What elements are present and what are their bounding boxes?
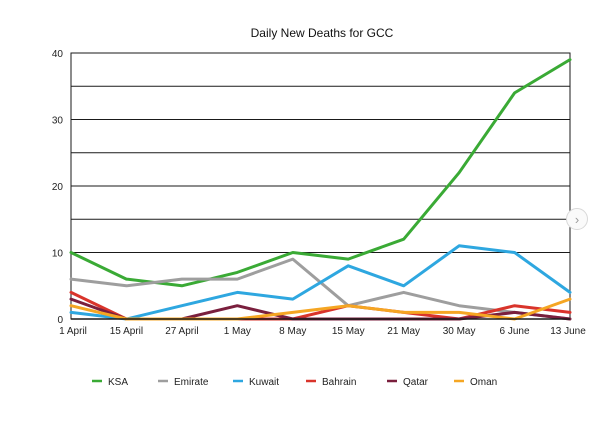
x-tick-label: 1 May xyxy=(224,326,251,337)
y-tick-label: 30 xyxy=(52,116,64,127)
series-layer xyxy=(69,58,572,321)
legend: KSA Emirate Kuwait Bahrain Qatar Oman xyxy=(92,377,497,388)
chevron-right-icon[interactable]: › xyxy=(566,208,588,230)
axis-layer: 0 10 20 30 40 1 April 15 April 27 April 1 May 8 M… xyxy=(52,49,586,337)
legend-label: Qatar xyxy=(403,377,429,388)
y-tick-label: 40 xyxy=(52,49,64,60)
legend-label: Oman xyxy=(470,377,497,388)
y-tick-label: 0 xyxy=(57,315,63,326)
legend-label: Kuwait xyxy=(249,377,279,388)
x-tick-label: 27 April xyxy=(165,326,198,337)
x-tick-label: 8 May xyxy=(279,326,306,337)
y-tick-label: 10 xyxy=(52,249,64,260)
y-tick-label: 20 xyxy=(52,182,64,193)
x-tick-label: 15 May xyxy=(332,326,365,337)
x-tick-label: 6 June xyxy=(500,326,530,337)
x-tick-label: 15 April xyxy=(110,326,143,337)
legend-label: Emirate xyxy=(174,377,209,388)
legend-label: KSA xyxy=(108,377,128,388)
chart-title: Daily New Deaths for GCC xyxy=(251,26,394,40)
series-line-kuwait xyxy=(69,244,572,321)
x-tick-label: 13 June xyxy=(550,326,586,337)
x-tick-label: 30 May xyxy=(443,326,476,337)
legend-label: Bahrain xyxy=(322,377,356,388)
grid-layer xyxy=(70,52,571,320)
x-tick-label: 21 May xyxy=(387,326,420,337)
x-tick-label: 1 April xyxy=(59,326,87,337)
series-line-ksa xyxy=(69,58,572,288)
